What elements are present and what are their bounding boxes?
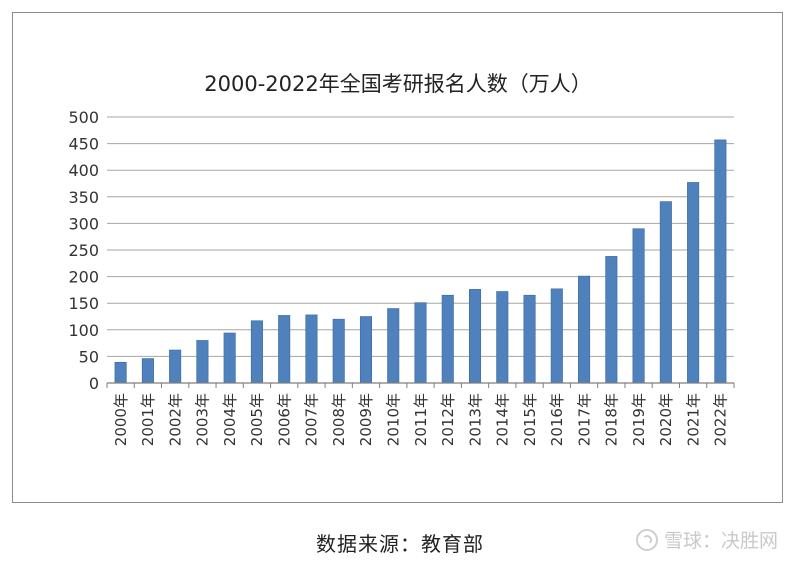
x-tick-label: 2000年	[112, 393, 130, 446]
bar	[687, 182, 700, 384]
bar	[632, 228, 645, 384]
x-tick-label: 2020年	[657, 393, 675, 446]
axes	[106, 382, 735, 388]
snowball-logo-icon	[635, 528, 658, 551]
y-tick-label: 450	[68, 135, 99, 154]
watermark-text: 雪球：决胜网	[663, 530, 778, 552]
bar	[414, 302, 427, 384]
y-tick-label: 300	[68, 214, 99, 233]
x-tick-label: 2021年	[684, 393, 702, 446]
bar	[250, 320, 263, 384]
x-tick-label: 2001年	[139, 393, 157, 446]
bar	[441, 294, 454, 384]
bar	[141, 358, 154, 384]
bar	[605, 256, 618, 384]
bar	[578, 275, 591, 384]
x-tick-label: 2017年	[575, 393, 593, 446]
bar	[359, 316, 373, 384]
bar	[305, 314, 318, 384]
source-note: 数据来源：教育部	[316, 532, 484, 556]
x-tick-label: 2003年	[194, 393, 212, 446]
y-tick-label: 150	[68, 294, 99, 313]
bars	[114, 139, 727, 384]
bar	[468, 289, 482, 384]
bar-chart: 2000-2022年全国考研报名人数（万人） 0 50 100 150 200 250 30…	[68, 72, 735, 446]
x-tick-label: 2005年	[248, 393, 266, 446]
bar	[714, 139, 727, 384]
x-tick-label: 2007年	[303, 393, 321, 446]
y-tick-label: 200	[68, 268, 99, 287]
bar	[196, 340, 209, 384]
y-tick-label: 50	[79, 347, 99, 366]
x-tick-label: 2008年	[330, 393, 348, 446]
x-tick-label: 2019年	[630, 393, 648, 446]
bar	[278, 315, 291, 384]
gridlines	[107, 116, 734, 357]
bar	[387, 308, 400, 384]
chart-title: 2000-2022年全国考研报名人数（万人）	[204, 72, 591, 96]
x-tick-label: 2015年	[521, 393, 539, 446]
y-tick-label: 250	[68, 241, 99, 260]
x-tick-labels: 2000年 2001年 2002年 2003年 2004年 2005年 2006年 2007年…	[112, 393, 730, 446]
y-tick-label: 500	[68, 108, 99, 127]
bar	[496, 291, 509, 384]
x-tick-label: 2012年	[439, 393, 457, 446]
x-tick-label: 2011年	[412, 393, 430, 446]
x-tick-label: 2006年	[275, 393, 293, 446]
y-tick-label: 350	[68, 188, 99, 207]
y-tick-label: 100	[68, 321, 99, 340]
bar	[114, 361, 127, 384]
watermark: 雪球：决胜网	[635, 526, 778, 553]
y-tick-label: 400	[68, 161, 99, 180]
x-tick-label: 2013年	[466, 393, 484, 446]
x-tick-label: 2016年	[548, 393, 566, 446]
x-tick-label: 2004年	[221, 393, 239, 446]
y-tick-labels: 0 50 100 150 200 250 300 350 400 450 500	[68, 108, 99, 393]
bar	[169, 349, 182, 384]
x-tick-label: 2002年	[166, 393, 184, 446]
bar	[659, 201, 672, 384]
x-tick-label: 2010年	[384, 393, 402, 446]
bar	[550, 288, 563, 384]
x-tick-label: 2014年	[494, 393, 512, 446]
x-tick-label: 2022年	[712, 393, 730, 446]
x-tick-label: 2018年	[603, 393, 621, 446]
bar	[523, 294, 536, 384]
chart-frame: 2000-2022年全国考研报名人数（万人） 0 50 100 150 200 250 30…	[12, 12, 783, 503]
bar	[223, 332, 236, 384]
y-tick-label: 0	[89, 374, 99, 393]
bar	[332, 318, 345, 384]
x-tick-label: 2009年	[357, 393, 375, 446]
